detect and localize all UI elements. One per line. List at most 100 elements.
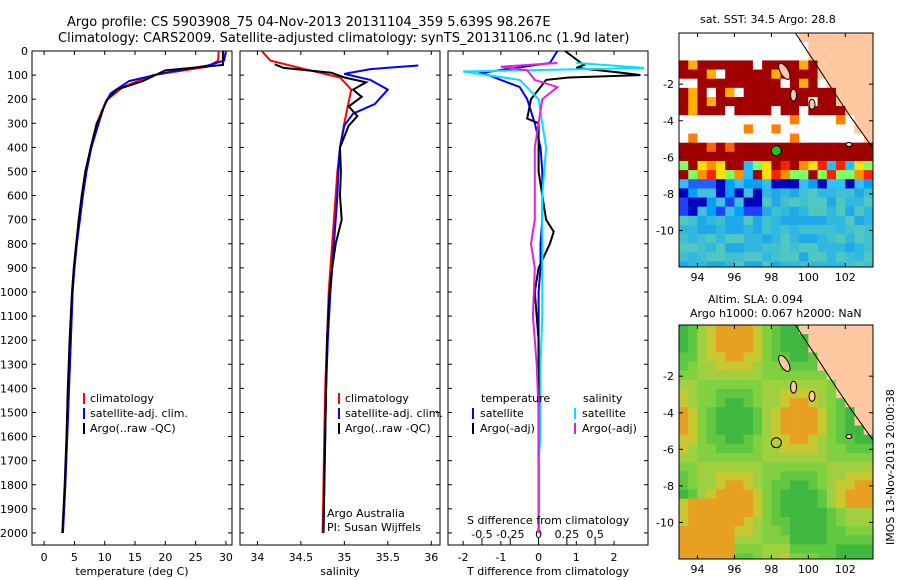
map-cell <box>817 443 828 454</box>
map-cell <box>789 489 800 499</box>
map-cell <box>734 489 744 499</box>
map-cell <box>697 234 708 244</box>
map-cell <box>817 215 828 226</box>
island <box>845 142 853 148</box>
island <box>778 354 791 372</box>
map-cell <box>706 388 717 399</box>
map-cell <box>845 96 855 107</box>
map-cell <box>743 142 754 153</box>
map-x-tick-label: 94 <box>690 271 704 284</box>
map-cell <box>734 124 744 134</box>
map-cell <box>734 507 744 518</box>
map-cell <box>752 343 763 353</box>
map-cell <box>697 480 708 490</box>
map-cell <box>697 142 708 153</box>
map-cell <box>743 224 754 235</box>
map-cell <box>715 215 726 226</box>
map-cell <box>771 407 781 417</box>
map-cell <box>679 425 689 435</box>
map-cell <box>679 69 689 80</box>
map-cell <box>863 416 873 426</box>
map-cell <box>854 343 865 353</box>
map-cell <box>706 498 717 509</box>
map-cell <box>743 361 754 372</box>
map-cell <box>762 234 772 244</box>
map-cell <box>799 398 809 408</box>
depth-tick-label: 1800 <box>0 479 28 492</box>
map-cell <box>734 160 744 171</box>
map-cell <box>854 170 865 180</box>
difference-profile: -2 -1 0 1 2 -0.5 -0.25 0 0.25 0.5 T difference fro… <box>447 50 649 578</box>
island <box>790 380 798 394</box>
map-cell <box>734 170 744 180</box>
map-cell <box>863 379 873 390</box>
map-cell <box>725 142 735 153</box>
map-cell <box>808 197 818 207</box>
map-cell <box>752 179 763 189</box>
map-cell <box>808 179 818 189</box>
map-cell <box>863 142 873 153</box>
map-x-tick-label: 94 <box>690 563 704 576</box>
map-cell <box>743 170 754 180</box>
map-cell <box>762 252 772 262</box>
map-cell <box>854 197 865 207</box>
map-cell <box>854 535 865 545</box>
map-cell <box>826 188 837 198</box>
map-cell <box>808 188 818 198</box>
map-cell <box>826 179 837 189</box>
map-cell <box>679 188 689 198</box>
map-cell <box>752 379 763 390</box>
map-cell <box>715 151 726 162</box>
x-tick-label: 20 <box>158 551 172 564</box>
map-cell <box>863 252 873 262</box>
x-tick-label: 34 <box>250 551 264 564</box>
map-cell <box>697 407 708 417</box>
map-cell <box>789 224 800 235</box>
map-cell <box>799 526 809 536</box>
map-cell <box>808 425 818 435</box>
map-cell <box>697 188 708 198</box>
map-cell <box>808 243 818 253</box>
map-cell <box>845 33 855 43</box>
map-y-tick-label: -8 <box>663 188 674 201</box>
map-cell <box>808 553 818 559</box>
map-cell <box>679 407 689 417</box>
map-cell <box>762 124 772 134</box>
map-cell <box>808 206 818 217</box>
map-cell <box>789 106 800 116</box>
map-cell <box>697 498 708 509</box>
map-cell <box>688 160 698 171</box>
map-cell <box>789 334 800 344</box>
map-cell <box>780 142 791 153</box>
map-cell <box>845 462 855 472</box>
map-cell <box>715 179 726 189</box>
map-cell <box>697 471 708 481</box>
map-cell <box>826 215 837 226</box>
map-cell <box>725 33 735 43</box>
map-cell <box>715 462 726 472</box>
map-cell <box>854 261 865 267</box>
map-cell <box>854 188 865 198</box>
map-cell <box>706 443 717 454</box>
map-cell <box>762 553 772 559</box>
map-cell <box>836 78 846 89</box>
map-cell <box>863 516 873 527</box>
map-cell <box>863 544 873 554</box>
map-cell <box>688 261 698 267</box>
map-cell <box>725 179 735 189</box>
map-cell <box>697 507 708 518</box>
map-cell <box>743 516 754 527</box>
x-tick-label: 35 <box>337 551 351 564</box>
x-tick-label: -2 <box>458 551 469 564</box>
map-cell <box>762 96 772 107</box>
map-cell <box>762 243 772 253</box>
map-cell <box>789 252 800 262</box>
map-cell <box>715 452 726 463</box>
map-cell <box>836 343 846 353</box>
map-cell <box>863 60 873 70</box>
map-cell <box>715 434 726 445</box>
map-cell <box>854 133 865 143</box>
map-cell <box>679 234 689 244</box>
map-cell <box>725 78 735 89</box>
map-cell <box>817 370 828 381</box>
